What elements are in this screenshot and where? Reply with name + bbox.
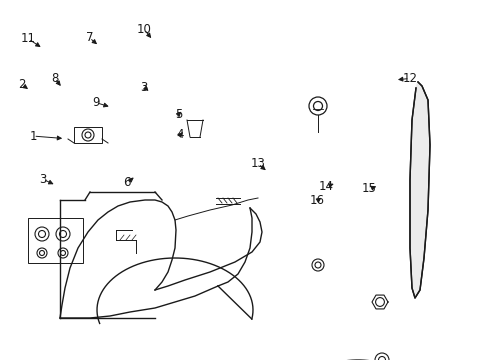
Polygon shape [409, 82, 429, 298]
Text: 4: 4 [176, 129, 183, 141]
Bar [28, 218, 83, 263]
Bar [74, 127, 102, 143]
Text: 15: 15 [361, 183, 376, 195]
Text: 11: 11 [21, 32, 36, 45]
Text: 8: 8 [51, 72, 59, 85]
Text: 7: 7 [85, 31, 93, 44]
Text: 1: 1 [29, 130, 37, 143]
Text: 14: 14 [319, 180, 333, 193]
Text: 5: 5 [174, 108, 182, 121]
Text: 3: 3 [39, 173, 47, 186]
Text: 13: 13 [250, 157, 265, 170]
Text: 10: 10 [137, 23, 151, 36]
Text: 12: 12 [402, 72, 416, 85]
Text: 9: 9 [92, 96, 100, 109]
Text: 3: 3 [140, 81, 148, 94]
Text: 2: 2 [18, 78, 26, 91]
Text: 16: 16 [309, 194, 324, 207]
Text: 6: 6 [123, 176, 131, 189]
